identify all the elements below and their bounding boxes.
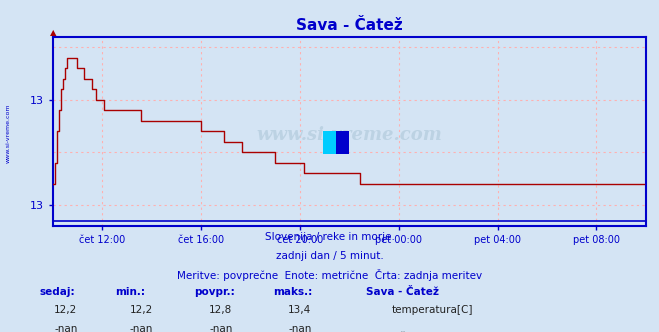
Text: 12,2: 12,2 [54,305,78,315]
Text: ▲: ▲ [49,28,56,37]
Bar [335,131,349,154]
Text: sedaj:: sedaj: [40,287,75,297]
Text: zadnji dan / 5 minut.: zadnji dan / 5 minut. [275,251,384,261]
Text: -nan: -nan [288,324,312,332]
Text: 13,4: 13,4 [288,305,312,315]
Text: -nan: -nan [209,324,233,332]
Text: -nan: -nan [130,324,154,332]
Text: Meritve: povprečne  Enote: metrične  Črta: zadnja meritev: Meritve: povprečne Enote: metrične Črta:… [177,269,482,281]
Text: -nan: -nan [54,324,78,332]
Bar [322,131,349,154]
Text: maks.:: maks.: [273,287,313,297]
Title: Sava - Čatež: Sava - Čatež [296,18,403,33]
Text: www.si-vreme.com: www.si-vreme.com [256,126,442,144]
Text: 12,2: 12,2 [130,305,154,315]
Text: temperatura[C]: temperatura[C] [392,305,474,315]
Text: Sava - Čatež: Sava - Čatež [366,287,439,297]
Text: 12,8: 12,8 [209,305,233,315]
Text: povpr.:: povpr.: [194,287,235,297]
Text: www.si-vreme.com: www.si-vreme.com [5,103,11,163]
Text: Slovenija / reke in morje.: Slovenija / reke in morje. [264,232,395,242]
Bar [322,131,335,154]
Text: min.:: min.: [115,287,146,297]
